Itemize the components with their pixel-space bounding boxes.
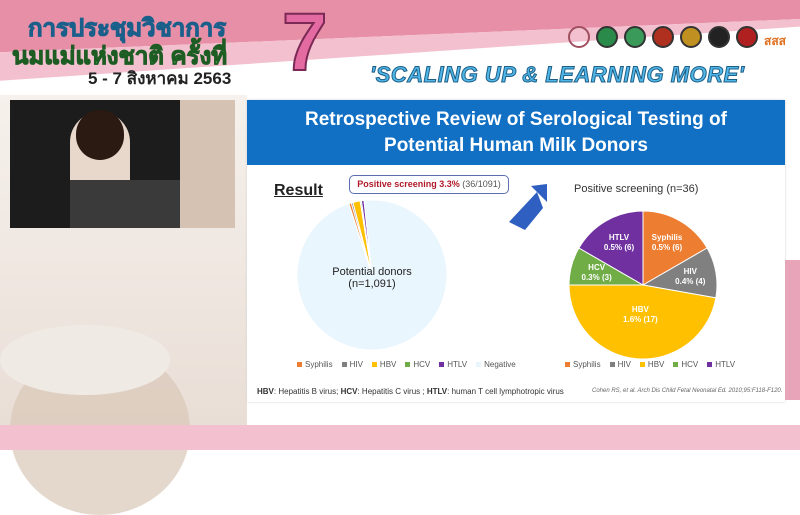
dept-health-logo [624, 26, 646, 48]
slice-label: HCV 0.3% (3) [581, 262, 612, 282]
legend-swatch [609, 362, 615, 368]
legend-swatch [341, 362, 347, 368]
legend-item: Syphilis [565, 360, 601, 369]
conference-subtitle: นมแม่แห่งชาติ ครั้งที่ [11, 43, 228, 71]
left-pie-label: Potential donors (n=1,091) [317, 266, 427, 290]
slice-label: HBV 1.6% (17) [623, 304, 658, 324]
abbr: HTLV [426, 387, 448, 396]
slice-label: Syphilis 0.5% (6) [651, 233, 683, 253]
abbr: HBV [257, 387, 274, 396]
right-pie-title: Positive screening (n=36) [574, 183, 699, 195]
speaker-video [10, 100, 235, 228]
slide-title: Retrospective Review of Serological Test… [247, 100, 785, 165]
legend-item: HIV [609, 360, 631, 369]
abbr-def: : Hepatitis B virus; [273, 387, 341, 396]
child-hat [0, 325, 170, 395]
result-heading: Result [274, 182, 323, 199]
sponsor-logos: สสส [568, 26, 786, 51]
legend-swatch [405, 362, 411, 368]
legend-item: HBV [639, 360, 664, 369]
backdrop-photo [180, 100, 235, 228]
legend-item: HBV [371, 360, 396, 369]
conference-slogan: 'SCALING UP & LEARNING MORE' [369, 62, 745, 88]
right-pie-legend: Syphilis HIV HBV HCV HTLV [565, 360, 735, 369]
left-pie-slice-negative [296, 199, 448, 351]
legend-item: Syphilis [297, 360, 333, 369]
association-logo [736, 26, 758, 48]
legend-swatch [639, 362, 645, 368]
callout-highlight: Positive screening 3.3% [357, 179, 460, 189]
slide-title-line1: Retrospective Review of Serological Test… [305, 109, 727, 130]
pie-charts [296, 184, 718, 360]
legend-swatch [673, 362, 679, 368]
background-edge [785, 260, 800, 400]
arrow-head [531, 184, 547, 202]
conference-dates: 5 - 7 สิงหาคม 2563 [88, 69, 232, 88]
abbr-def: : Hepatitis C virus ; [357, 387, 427, 396]
bottom-band [0, 425, 800, 450]
abbr-def: : human T cell lymphotropic virus [447, 387, 564, 396]
legend-item: Negative [476, 360, 516, 369]
legend-swatch [439, 362, 445, 368]
presentation-slide: Retrospective Review of Serological Test… [247, 100, 785, 402]
conference-banner: การประชุมวิชาการ นมแม่แห่งชาติ ครั้งที่ … [0, 0, 800, 95]
legend-item: HTLV [439, 360, 467, 369]
moph-logo [596, 26, 618, 48]
legend-item: HTLV [707, 360, 735, 369]
legend-swatch [297, 362, 302, 368]
arrow-icon [509, 192, 543, 230]
slice-label: HIV 0.4% (4) [675, 266, 706, 286]
left-pie-legend: Syphilis HIV HBV HCV HTLV Negative [297, 360, 516, 369]
conference-number: 7 [281, 0, 329, 88]
legend-item: HCV [405, 360, 430, 369]
right-pie-slice-htlv [578, 210, 644, 286]
right-pie-slice-hbv [568, 284, 717, 360]
breastfeeding-logo [568, 26, 590, 48]
legend-swatch [565, 362, 570, 368]
legend-item: HIV [341, 360, 363, 369]
positive-screening-callout: Positive screening 3.3% (36/1091) [349, 175, 509, 194]
speaker-hair [76, 110, 124, 160]
label-line: (n=1,091) [348, 278, 396, 290]
right-pie-slice-syphilis [642, 210, 708, 286]
citation: Cohen RS, et al. Arch Dis Child Fetal Ne… [592, 388, 783, 394]
label-line: Potential donors [332, 266, 412, 278]
medical-council-logo [708, 26, 730, 48]
legend-swatch [476, 362, 482, 368]
legend-item: HCV [673, 360, 698, 369]
university-logo [652, 26, 674, 48]
abbr: HCV [340, 387, 358, 396]
legend-swatch [371, 362, 377, 368]
slide-title-line2: Potential Human Milk Donors [384, 135, 648, 156]
podium [70, 180, 180, 228]
callout-count: (36/1091) [459, 179, 501, 189]
slice-label: HTLV 0.5% (6) [603, 233, 635, 253]
thaihealth-logo: สสส [764, 34, 786, 48]
royal-college-logo [680, 26, 702, 48]
legend-swatch [707, 362, 713, 368]
abbreviation-footnote: HBV: Hepatitis B virus; HCV: Hepatitis C… [257, 387, 564, 396]
conference-title: การประชุมวิชาการ [27, 15, 227, 43]
